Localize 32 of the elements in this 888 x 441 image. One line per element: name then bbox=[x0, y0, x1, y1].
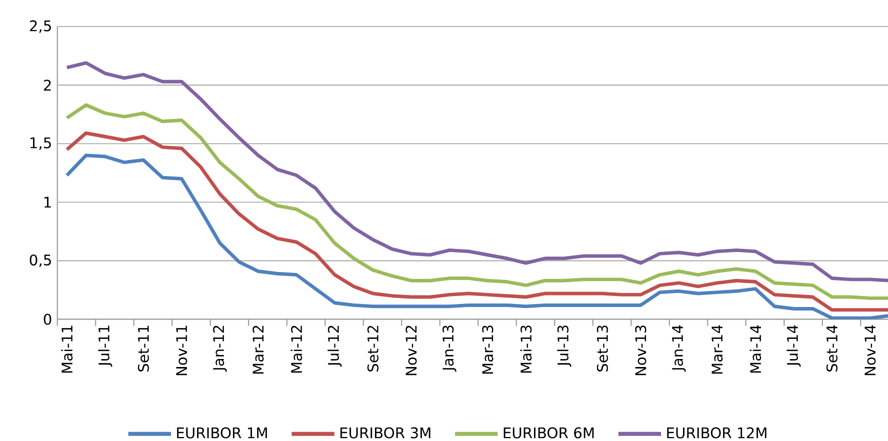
y-tick-label: 1,5 bbox=[30, 137, 51, 150]
x-tick-label: Jul-12 bbox=[328, 326, 342, 367]
x-tick-label: Mai-14 bbox=[750, 325, 762, 373]
x-tick-label: Nov-11 bbox=[176, 326, 188, 376]
x-tick-label: Jan-12 bbox=[213, 326, 227, 372]
x-tick-label: Nov-12 bbox=[406, 326, 417, 376]
legend-label: EURIBOR 3M bbox=[340, 427, 430, 438]
y-tick-label: 1 bbox=[44, 196, 51, 208]
x-tick-label: Set-13 bbox=[596, 326, 608, 372]
x-tick-label: Mai-12 bbox=[290, 326, 302, 373]
legend-label: EURIBOR 1M bbox=[177, 427, 267, 438]
x-tick-label: Jan-14 bbox=[672, 325, 686, 372]
x-tick-label: Mai-11 bbox=[61, 326, 73, 373]
x-tick-label: Nov-14 bbox=[864, 325, 876, 376]
y-tick-label: 2 bbox=[44, 80, 51, 91]
x-tick-label: Nov-13 bbox=[635, 326, 646, 376]
x-tick-label: Set-14 bbox=[826, 325, 838, 372]
legend-label: EURIBOR 6M bbox=[504, 427, 594, 438]
x-tick-label: Jul-13 bbox=[557, 326, 572, 367]
x-tick-label: Set-11 bbox=[138, 326, 149, 372]
x-tick-label: Mar-12 bbox=[252, 326, 264, 374]
x-tick-label: Jul-11 bbox=[98, 326, 112, 367]
x-tick-label: Mar-13 bbox=[482, 326, 494, 374]
y-tick-label: 2,5 bbox=[30, 20, 51, 33]
y-tick-label: 0,5 bbox=[30, 254, 51, 268]
x-tick-label: Mai-13 bbox=[520, 326, 532, 373]
legend-label: EURIBOR 12M bbox=[667, 427, 766, 438]
x-tick-label: Mar-14 bbox=[712, 325, 723, 374]
x-tick-label: Set-12 bbox=[367, 326, 378, 372]
y-tick-label: 0 bbox=[44, 314, 52, 325]
x-tick-label: Jan-13 bbox=[442, 326, 456, 372]
x-tick-label: Jul-14 bbox=[786, 325, 801, 367]
